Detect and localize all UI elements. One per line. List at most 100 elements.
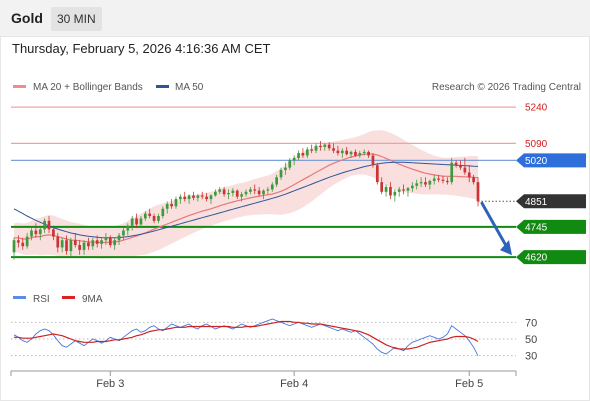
candle [240,191,243,202]
candle-body [253,189,257,191]
candle-body [323,144,327,148]
candle [235,189,239,200]
candle-body [17,240,20,243]
candle-body [305,149,309,156]
candle [275,174,278,187]
candle-body [249,189,252,192]
candle-body [117,235,121,241]
candle [47,216,51,233]
candle [95,235,99,248]
level-tag [516,219,586,234]
candle-body [402,189,405,191]
candle [410,182,414,192]
candle-body [78,245,82,250]
candle-body [428,180,432,185]
candle-body [410,185,414,189]
candle-body [231,190,235,194]
candle [323,143,327,151]
timestamp: Thursday, February 5, 2026 4:16:36 AM CE… [12,41,271,56]
candle [463,157,467,175]
candle-body [454,162,458,166]
candle-body [393,191,397,196]
candle-body [235,190,239,197]
candle [402,184,405,195]
price-labels: 5240 5090 5020 4851 4745 4620 [516,103,586,265]
rsi-line [13,318,479,356]
candle-body [336,150,340,154]
projection-arrow-shaft [480,201,510,251]
candle [73,232,77,248]
candle [349,150,353,158]
candle-body [349,151,353,155]
candle-body [301,153,305,156]
candle-body [406,188,410,191]
candle [415,179,419,190]
candle [270,182,274,192]
candle [467,165,471,183]
candle-body [152,216,156,221]
candle [319,140,322,151]
candle [113,237,117,250]
candle-body [161,208,165,217]
candle [406,186,410,197]
rsi-ma-legend-label: 9MA [82,294,103,305]
candle-body [130,218,134,226]
ma20-line [14,153,479,244]
level-label: 5240 [525,103,548,114]
candle-body [397,189,401,192]
candle-body [244,191,248,195]
top-bar: Gold 30 MIN [0,0,590,36]
candle-body [332,148,335,151]
candle [209,194,213,204]
candle-body [240,194,243,197]
candle [161,206,165,219]
candle [170,199,173,209]
x-axis-label: Feb 3 [96,378,124,390]
candle [284,162,287,175]
candle [117,232,121,246]
candle-body [12,240,16,253]
candle-body [174,199,178,207]
candle-body [157,216,160,221]
candle [227,189,230,200]
candle-body [214,191,217,196]
candle-body [69,240,73,252]
candle [257,186,261,197]
candle-body [284,167,287,171]
candle-body [446,180,449,183]
candle-body [65,240,68,252]
candle [174,196,178,209]
level-label: 5090 [525,139,548,150]
timeframe-button[interactable]: 30 MIN [51,7,102,31]
candle [12,237,16,260]
candle [52,225,55,241]
candle-body [450,162,454,183]
candle [100,237,103,249]
x-axis-label: Feb 4 [280,378,308,390]
candle [249,186,252,195]
candle-body [472,177,475,183]
candle-body [275,177,278,185]
candle-body [209,195,213,200]
candle [60,237,64,253]
symbol-title: Gold [11,10,43,26]
candle [222,186,226,197]
ma50-legend-label: MA 50 [175,82,204,93]
candle-body [47,220,51,230]
candle [130,216,134,231]
x-axis: Feb 3 Feb 4 Feb 5 [10,371,517,390]
candle-body [432,178,436,181]
candle-body [257,190,261,195]
candle-body [375,165,379,183]
candle-body [415,183,419,186]
candle [393,189,397,202]
candle-body [126,225,130,231]
candle [148,208,152,219]
candle [38,226,42,241]
ma20-legend-label: MA 20 + Bollinger Bands [33,82,143,93]
x-axis-label: Feb 5 [455,378,483,390]
ma50-line [13,161,479,239]
candle [196,194,200,202]
candle-body [43,220,46,230]
candle [454,160,458,168]
